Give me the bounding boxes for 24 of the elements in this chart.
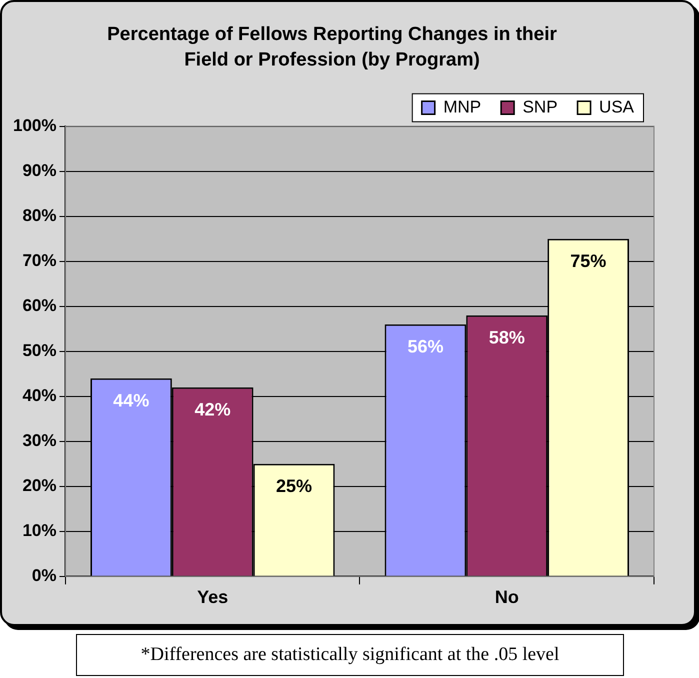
- text: *Differences are statistically significant at the .05 level: [76, 634, 624, 676]
- y-tick-label: 40%: [22, 386, 56, 406]
- data-label: 58%: [488, 327, 525, 348]
- y-tick-label: 20%: [22, 476, 56, 496]
- y-tick-label: 100%: [12, 116, 56, 135]
- y-tick-label: 10%: [22, 521, 56, 540]
- y-tick-label: 0%: [32, 566, 56, 586]
- data-label: 75%: [570, 250, 606, 271]
- legend-label: USA: [599, 97, 635, 116]
- y-tick-label: 80%: [22, 206, 56, 226]
- y-tick-label: 60%: [22, 296, 56, 316]
- legend-label: SNP: [522, 97, 558, 116]
- y-tick-label: 50%: [22, 341, 56, 360]
- data-label: 42%: [194, 399, 231, 420]
- data-label: 25%: [276, 476, 312, 496]
- chart-title: Percentage of Fellows Reporting Changes in their Field or Profession (by Program): [107, 24, 558, 71]
- x-tick-label: No: [494, 587, 519, 608]
- data-label: 56%: [407, 336, 444, 356]
- y-tick-label: 30%: [22, 431, 56, 450]
- data-label: 44%: [113, 390, 150, 410]
- x-tick-label: Yes: [197, 587, 228, 608]
- y-tick-label: 90%: [22, 160, 56, 180]
- legend-label: MNP: [443, 97, 482, 116]
- y-tick-label: 70%: [22, 251, 56, 270]
